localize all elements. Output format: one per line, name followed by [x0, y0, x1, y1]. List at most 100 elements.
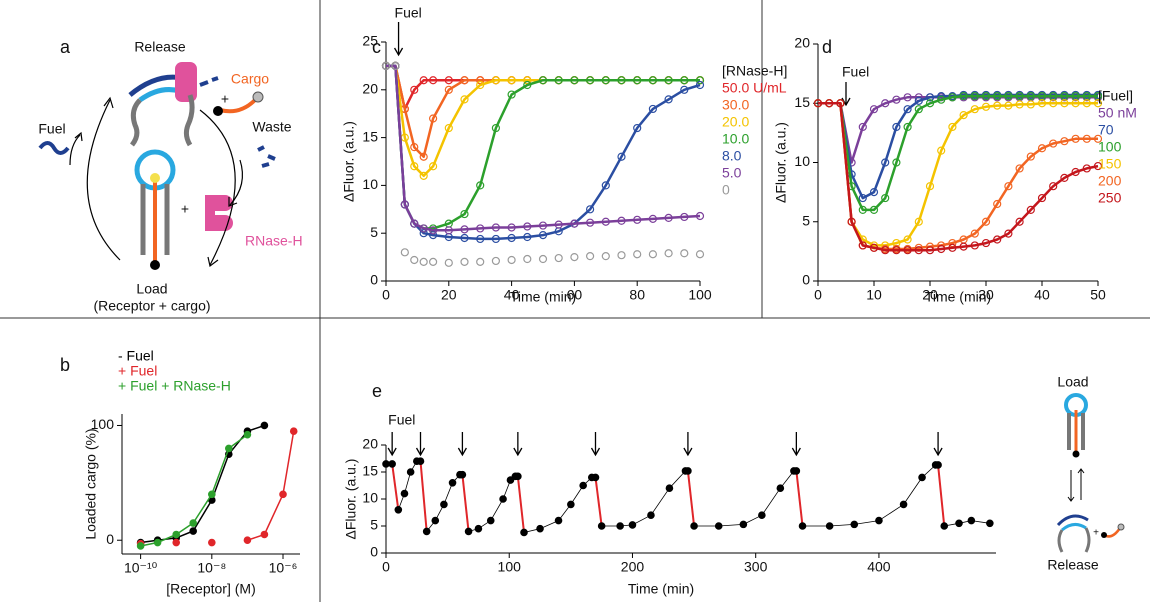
data-point [633, 123, 642, 133]
data-point [875, 516, 883, 525]
data-point [970, 229, 979, 238]
fuel-arrowhead [590, 447, 601, 457]
data-point [391, 61, 400, 71]
data-point [847, 217, 856, 226]
data-point [690, 522, 698, 530]
data-point [382, 460, 390, 468]
series-line [386, 64, 700, 111]
data-point [948, 122, 957, 132]
panel-label: c [372, 37, 381, 57]
series-line [386, 64, 700, 230]
cargo-end [213, 106, 223, 116]
series-line [818, 102, 1099, 252]
data-point [554, 253, 563, 263]
stem [1067, 413, 1085, 450]
data-point [208, 538, 216, 547]
data-point [419, 229, 428, 238]
x-tick-label: 20 [922, 287, 938, 303]
data-point [1049, 139, 1058, 148]
loop [1061, 523, 1087, 532]
data-point [523, 80, 532, 90]
data-point [476, 80, 485, 90]
data-point [798, 522, 807, 530]
legend-entry: 150 [1098, 156, 1122, 172]
data-point [648, 214, 658, 223]
panel-label: d [822, 37, 832, 57]
x-axis-label: Time (min) [510, 289, 576, 305]
waste [199, 76, 219, 87]
legend-entry: 30.0 [722, 97, 749, 113]
data-point [554, 516, 563, 525]
legend-entry: 8.0 [722, 148, 742, 164]
data-point [506, 476, 515, 484]
data-point [836, 99, 845, 108]
data-point [981, 238, 991, 248]
data-point [617, 76, 626, 85]
data-point [648, 76, 658, 85]
data-point [460, 257, 469, 266]
data-point [208, 490, 216, 499]
diagram-e: Load + Release [1047, 374, 1125, 573]
data-point [1026, 152, 1035, 161]
data-point [914, 217, 923, 226]
data-point [1004, 229, 1013, 238]
legend-entry: 100 [1098, 139, 1122, 155]
legend-entry: + Fuel [118, 363, 157, 379]
data-point [243, 536, 252, 545]
data-point [959, 110, 968, 120]
y-tick-label: 0 [802, 272, 810, 288]
data-point [993, 199, 1002, 209]
data-point [444, 226, 453, 235]
data-point [914, 105, 923, 114]
data-point [172, 530, 181, 539]
data-point [1060, 173, 1069, 183]
x-tick-label: 0 [382, 287, 390, 303]
x-tick-label: 0 [382, 559, 390, 575]
data-point [934, 461, 942, 469]
data-point [136, 542, 145, 550]
plus: + [221, 91, 229, 107]
data-point [850, 520, 859, 529]
data-point [825, 99, 834, 108]
data-point [507, 76, 516, 85]
fuel-arrowhead [457, 447, 467, 457]
data-point [429, 231, 438, 240]
data-point [225, 444, 233, 453]
plus: + [1093, 528, 1099, 539]
data-point [892, 122, 901, 132]
cargo-end [150, 260, 160, 270]
data-point [892, 246, 901, 255]
data-point [579, 481, 587, 490]
data-point [429, 162, 438, 171]
data-point [1004, 92, 1013, 101]
data-point [394, 505, 403, 514]
data-point [970, 105, 979, 114]
data-point [739, 520, 748, 529]
y-tick-label: 10 [794, 153, 810, 169]
data-point [664, 95, 673, 104]
fuel-arrowhead [791, 447, 801, 457]
data-point [520, 528, 528, 537]
fuel-strand [1056, 514, 1089, 527]
x-tick-label: 60 [567, 287, 583, 303]
x-tick-label: 0 [814, 287, 822, 303]
data-point [460, 225, 469, 234]
data-point [570, 76, 579, 85]
receptor [1057, 527, 1091, 553]
data-point [1082, 164, 1091, 173]
legend-entry: 200 [1098, 173, 1122, 189]
data-point [260, 421, 269, 430]
data-point [491, 256, 500, 266]
arrowhead [74, 131, 83, 142]
data-point [538, 76, 548, 85]
receptor [129, 94, 195, 147]
x-tick-label: 200 [621, 559, 645, 575]
data-point [507, 255, 516, 265]
data-point [400, 200, 409, 209]
x-tick-label: 10⁻¹⁰ [124, 560, 158, 576]
diagram-label: RNase-H [245, 233, 303, 249]
data-point [1060, 99, 1069, 108]
x-tick-label: 20 [441, 287, 457, 303]
data-point [554, 76, 563, 85]
